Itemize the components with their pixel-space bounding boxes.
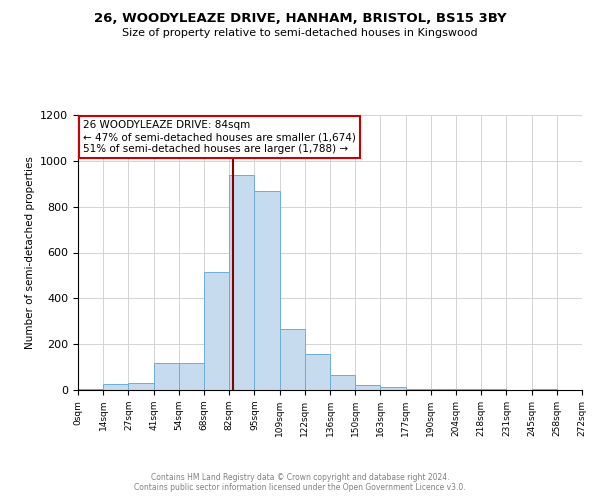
Bar xyxy=(305,354,330,390)
Bar xyxy=(78,389,103,390)
Bar xyxy=(406,389,431,390)
Bar xyxy=(456,389,481,390)
Bar xyxy=(330,375,355,390)
Bar xyxy=(229,174,254,390)
Bar xyxy=(103,384,128,390)
Y-axis label: Number of semi-detached properties: Number of semi-detached properties xyxy=(25,156,35,349)
Bar xyxy=(280,330,305,390)
Text: 26, WOODYLEAZE DRIVE, HANHAM, BRISTOL, BS15 3BY: 26, WOODYLEAZE DRIVE, HANHAM, BRISTOL, B… xyxy=(94,12,506,26)
Bar xyxy=(254,190,280,390)
Bar xyxy=(355,386,380,390)
Bar xyxy=(380,386,406,390)
Text: Contains HM Land Registry data © Crown copyright and database right 2024.
Contai: Contains HM Land Registry data © Crown c… xyxy=(134,473,466,492)
Bar xyxy=(179,362,204,390)
Bar xyxy=(204,272,229,390)
Bar xyxy=(431,389,456,390)
Bar xyxy=(532,389,557,390)
Bar xyxy=(128,383,154,390)
Text: 26 WOODYLEAZE DRIVE: 84sqm
← 47% of semi-detached houses are smaller (1,674)
51%: 26 WOODYLEAZE DRIVE: 84sqm ← 47% of semi… xyxy=(83,120,356,154)
Bar xyxy=(154,362,179,390)
Text: Size of property relative to semi-detached houses in Kingswood: Size of property relative to semi-detach… xyxy=(122,28,478,38)
